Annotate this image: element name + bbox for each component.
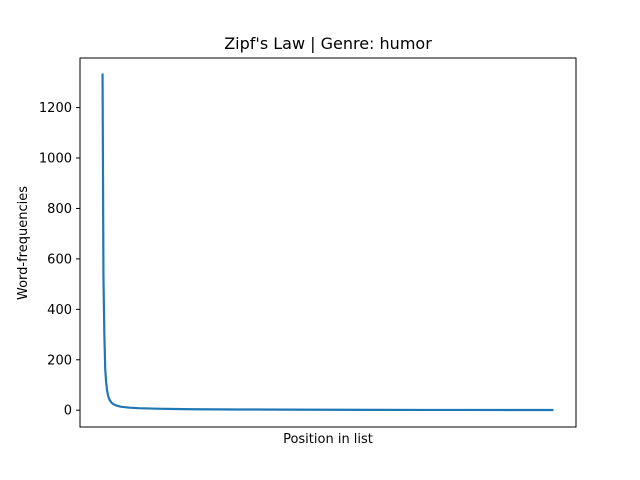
- y-tick-label: 400: [47, 303, 72, 318]
- x-axis-label: Position in list: [283, 432, 373, 447]
- series-line: [101, 73, 554, 412]
- y-tick-label: 1200: [39, 101, 72, 116]
- y-axis-label: Word-frequencies: [16, 186, 31, 300]
- chart-title: Zipf's Law | Genre: humor: [224, 34, 432, 53]
- y-tick-label: 800: [47, 202, 72, 217]
- y-axis: 0 200 400 600 800 1000 1200: [39, 101, 80, 419]
- y-tick-label: 600: [47, 252, 72, 267]
- y-tick-label: 0: [64, 404, 72, 419]
- y-tick-label: 200: [47, 353, 72, 368]
- plot-area-frame: [79, 57, 577, 428]
- y-tick-label: 1000: [39, 152, 72, 167]
